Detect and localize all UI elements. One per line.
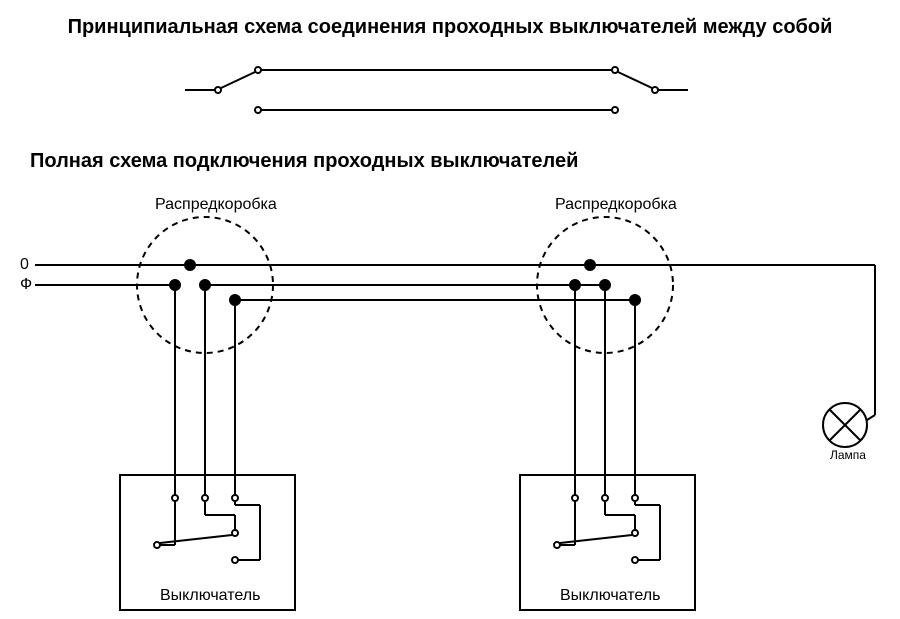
wiring-diagram: [0, 0, 900, 619]
